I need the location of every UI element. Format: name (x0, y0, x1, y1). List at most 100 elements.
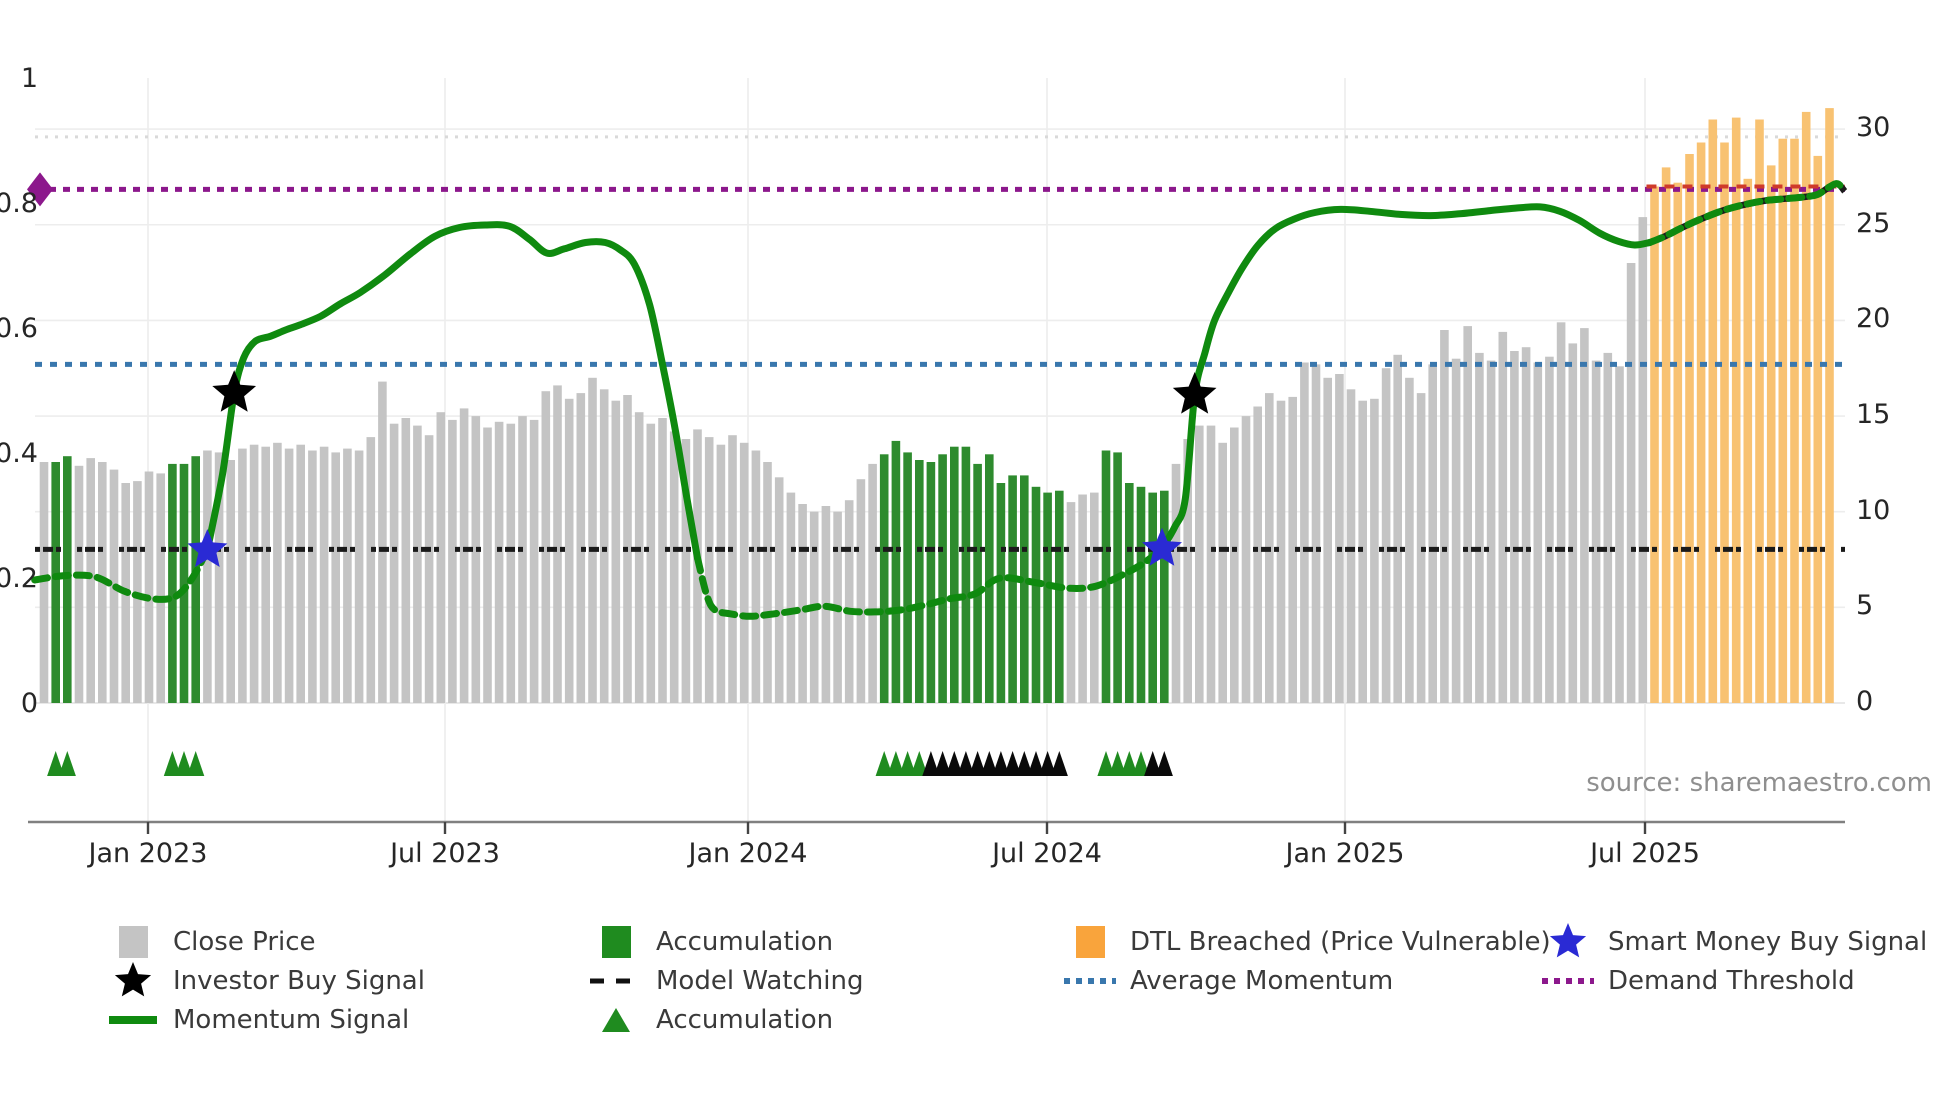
bar-dtl-breached (1790, 138, 1799, 703)
accumulation-triangle-marker (187, 751, 205, 776)
bar-accumulation (1020, 475, 1029, 703)
momentum-line-segment (1158, 203, 1654, 553)
accumulation-triangle-marker (875, 751, 893, 776)
bar-accumulation (938, 454, 947, 703)
bar-close-price (1218, 442, 1227, 703)
momentum-line-segment (1646, 180, 1849, 246)
legend-label: Demand Threshold (1608, 966, 1855, 996)
bar-close-price (424, 435, 434, 703)
legend-label: Model Watching (656, 966, 864, 996)
legend-item: Average Momentum (1062, 961, 1393, 1001)
legend-marker-square-icon (119, 926, 148, 958)
bar-close-price (716, 444, 726, 703)
bar-close-price (86, 458, 95, 703)
bar-close-price (354, 450, 364, 703)
accumulation-triangle-marker (887, 751, 905, 776)
bar-close-price (681, 439, 691, 703)
x-axis-tick-label: Jan 2023 (88, 838, 208, 869)
legend-marker-star-icon (114, 962, 152, 997)
bar-close-price (611, 400, 621, 703)
bar-close-price (156, 473, 165, 703)
bar-dtl-breached (1766, 165, 1776, 703)
bar-close-price (529, 419, 539, 703)
accumulation-triangle-marker (1097, 751, 1115, 776)
watch-triangle-marker (980, 751, 998, 776)
bar-close-price (1428, 364, 1437, 703)
accumulation-triangle-marker (58, 751, 76, 776)
y-axis-left-tick-label: 0.2 (0, 563, 38, 594)
x-axis-tick-label: Jul 2025 (1590, 838, 1700, 869)
bar-close-price (1171, 463, 1181, 703)
bar-dtl-breached (1825, 108, 1834, 704)
y-axis-right-tick-label: 30 (1856, 112, 1891, 144)
bar-close-price (1498, 331, 1508, 703)
bar-accumulation (191, 456, 200, 703)
legend-marker-square-icon (602, 926, 631, 958)
bar-close-price (658, 418, 667, 703)
bar-accumulation (168, 463, 177, 703)
momentum-line-segment (694, 545, 1166, 620)
watch-triangle-marker (1027, 751, 1045, 776)
watch-triangle-marker (1050, 751, 1068, 776)
legend-label: Accumulation (656, 927, 834, 957)
bar-close-price (646, 423, 656, 703)
bar-accumulation (63, 456, 72, 703)
legend-item: Demand Threshold (1540, 961, 1855, 1001)
watch-triangle-marker (945, 751, 963, 776)
bar-close-price (506, 423, 516, 703)
bar-close-price (296, 444, 305, 703)
bar-accumulation (950, 446, 959, 703)
x-axis-tick-label: Jul 2023 (390, 838, 500, 869)
bar-close-price (308, 450, 317, 703)
bar-close-price (1090, 492, 1099, 703)
legend-swatch (105, 961, 161, 1001)
legend-swatch (1540, 922, 1596, 962)
accumulation-triangle-marker (175, 751, 193, 776)
bar-accumulation (1031, 486, 1041, 703)
bar-accumulation (996, 483, 1006, 703)
source-credit: source: sharemaestro.com (1586, 768, 1932, 798)
bar-accumulation (961, 446, 971, 703)
bar-close-price (436, 412, 446, 703)
bar-close-price (1381, 368, 1391, 703)
legend-marker-dots-icon (1542, 978, 1594, 984)
bar-close-price (704, 437, 714, 703)
bar-close-price (273, 442, 282, 703)
bar-close-price (1580, 328, 1589, 703)
legend-swatch (1062, 961, 1118, 1001)
y-axis-right-tick-label: 20 (1856, 303, 1891, 335)
bar-close-price (1521, 347, 1531, 703)
bar-close-price (331, 452, 340, 703)
bar-close-price (599, 389, 609, 703)
bar-close-price (378, 381, 387, 703)
bar-close-price (471, 416, 481, 703)
legend-label: Investor Buy Signal (173, 966, 425, 996)
bar-close-price (226, 460, 235, 703)
momentum-line-segment (203, 221, 701, 562)
bar-close-price (1241, 416, 1251, 703)
watch-triangle-marker (1015, 751, 1033, 776)
bar-close-price (728, 435, 737, 703)
legend-item: Investor Buy Signal (105, 961, 425, 1001)
bar-close-price (1486, 360, 1496, 703)
watch-triangle-marker (1144, 751, 1162, 776)
y-axis-left-tick-label: 0.6 (0, 313, 38, 344)
bar-close-price (798, 504, 807, 703)
legend-label: Smart Money Buy Signal (1608, 927, 1928, 957)
bar-accumulation (1008, 475, 1017, 703)
bar-close-price (1405, 377, 1414, 703)
legend-item: Close Price (105, 922, 316, 962)
legend-swatch (1062, 922, 1118, 962)
bar-close-price (576, 393, 586, 703)
legend-label: Accumulation (656, 1005, 834, 1035)
bar-dtl-breached (1673, 182, 1683, 703)
accumulation-triangle-marker (1109, 751, 1127, 776)
bar-close-price (459, 408, 469, 703)
bar-accumulation (1148, 492, 1157, 703)
legend-item: Accumulation (588, 1000, 833, 1040)
watch-triangle-marker (969, 751, 987, 776)
y-axis-right-tick-label: 25 (1856, 207, 1891, 239)
bar-close-price (763, 462, 772, 703)
